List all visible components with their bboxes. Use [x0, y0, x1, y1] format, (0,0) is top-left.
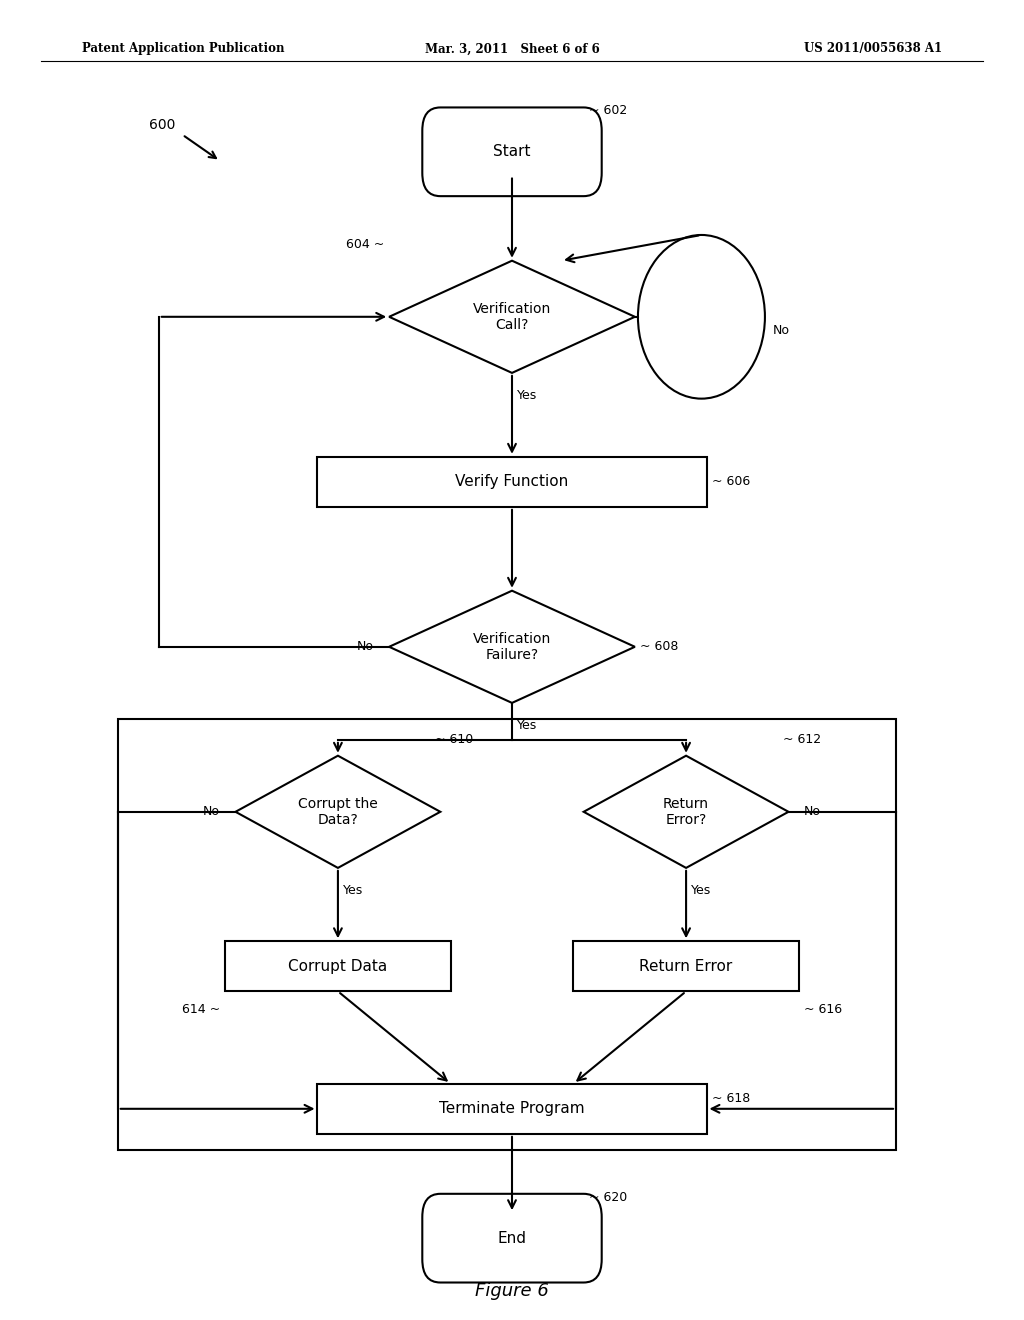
Polygon shape	[389, 261, 635, 372]
Text: 600: 600	[148, 119, 175, 132]
FancyBboxPatch shape	[422, 1193, 602, 1283]
Text: ~ 606: ~ 606	[712, 475, 750, 488]
Text: Patent Application Publication: Patent Application Publication	[82, 42, 285, 55]
Bar	[118, 718, 896, 1150]
Text: ~ 608: ~ 608	[640, 640, 678, 653]
Text: US 2011/0055638 A1: US 2011/0055638 A1	[804, 42, 942, 55]
Bar	[225, 941, 451, 991]
FancyBboxPatch shape	[422, 107, 602, 197]
Text: 614 ~: 614 ~	[182, 1003, 220, 1016]
Polygon shape	[389, 591, 635, 702]
Text: Yes: Yes	[343, 884, 364, 896]
Text: No: No	[356, 640, 374, 653]
Text: Return Error: Return Error	[639, 958, 733, 974]
Text: ~ 602: ~ 602	[589, 104, 627, 117]
Text: Figure 6: Figure 6	[475, 1282, 549, 1300]
Text: ~ 620: ~ 620	[589, 1191, 627, 1204]
Text: Terminate Program: Terminate Program	[439, 1101, 585, 1117]
Bar	[317, 457, 707, 507]
Text: End: End	[498, 1230, 526, 1246]
Text: Yes: Yes	[517, 718, 538, 731]
Text: No: No	[203, 805, 220, 818]
Text: ~ 616: ~ 616	[804, 1003, 842, 1016]
Text: No: No	[804, 805, 821, 818]
Text: Verification
Failure?: Verification Failure?	[473, 632, 551, 661]
Text: Verify Function: Verify Function	[456, 474, 568, 490]
Text: Verification
Call?: Verification Call?	[473, 302, 551, 331]
Text: No: No	[773, 323, 791, 337]
Text: ~ 612: ~ 612	[783, 734, 821, 746]
Text: Return
Error?: Return Error?	[664, 797, 709, 826]
Polygon shape	[236, 755, 440, 869]
Text: Mar. 3, 2011   Sheet 6 of 6: Mar. 3, 2011 Sheet 6 of 6	[425, 42, 599, 55]
Text: Yes: Yes	[517, 388, 538, 401]
Bar	[573, 941, 799, 991]
Text: Corrupt the
Data?: Corrupt the Data?	[298, 797, 378, 826]
Text: Start: Start	[494, 144, 530, 160]
Text: ~ 610: ~ 610	[435, 734, 473, 746]
Text: Corrupt Data: Corrupt Data	[289, 958, 387, 974]
Polygon shape	[584, 755, 788, 869]
Bar	[317, 1084, 707, 1134]
Text: Yes: Yes	[691, 884, 712, 896]
Text: ~ 618: ~ 618	[712, 1092, 750, 1105]
Text: 604 ~: 604 ~	[346, 239, 384, 251]
